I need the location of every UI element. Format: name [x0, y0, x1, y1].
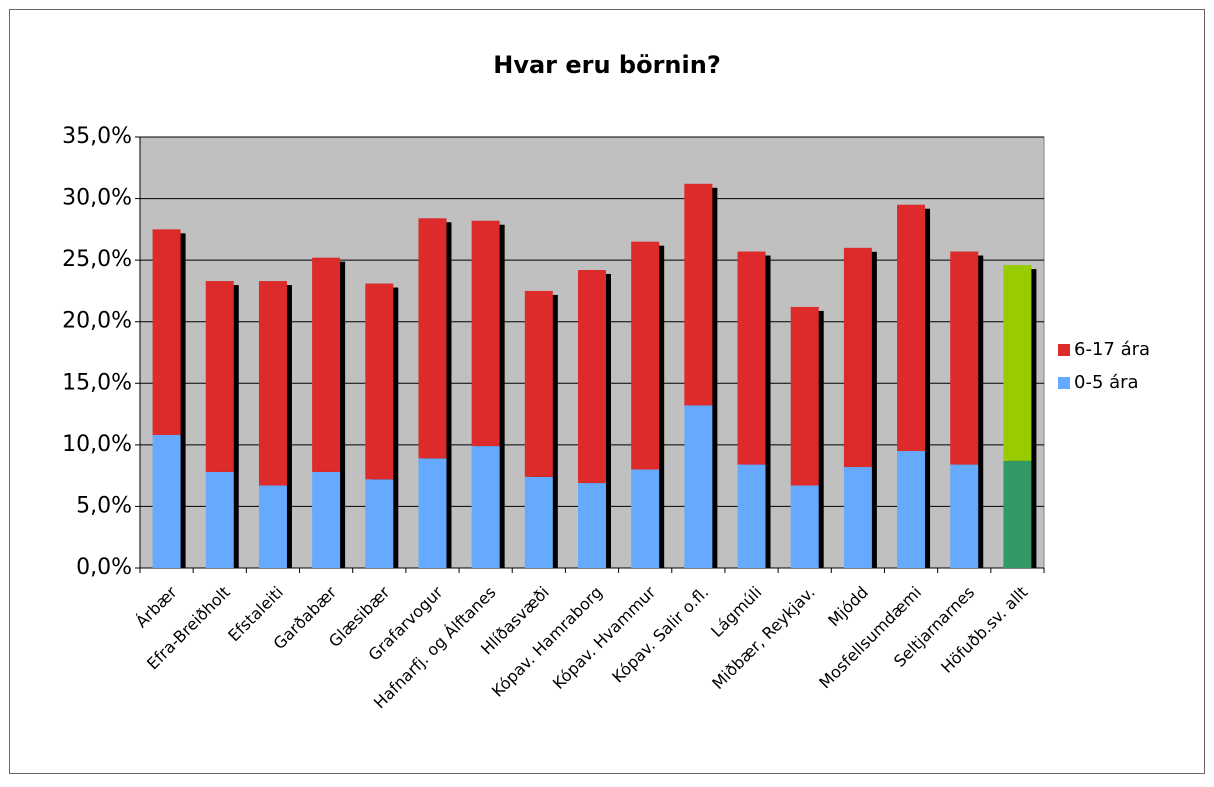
bar-segment [365, 283, 394, 480]
bar-segment [684, 183, 713, 406]
bar-segment [897, 451, 926, 568]
bar-segment [1003, 265, 1032, 461]
bar-segment [205, 281, 234, 472]
bar-segment [312, 471, 341, 568]
legend-swatch [1058, 344, 1070, 356]
bar-segment [737, 251, 766, 465]
bar-segment [152, 435, 181, 568]
bar-segment [684, 405, 713, 568]
bar-segment [418, 458, 447, 568]
legend-label: 6-17 ára [1074, 339, 1150, 360]
bar-segment [524, 476, 553, 568]
bar-segment [258, 281, 287, 486]
y-tick-label: 20,0% [62, 309, 132, 334]
y-tick-label: 0,0% [76, 555, 132, 580]
bar-segment [631, 241, 660, 470]
y-tick-label: 25,0% [62, 247, 132, 272]
bar-segment [312, 257, 341, 472]
y-tick-label: 10,0% [62, 432, 132, 457]
chart-title: Hvar eru börnin? [493, 51, 721, 79]
bar-segment [631, 469, 660, 568]
bar-segment [205, 471, 234, 568]
legend-label: 0-5 ára [1074, 372, 1139, 393]
bar-segment [471, 446, 500, 568]
bar-segment [790, 485, 819, 568]
bar-segment [950, 251, 979, 465]
bar-segment [258, 485, 287, 568]
y-tick-label: 35,0% [62, 124, 132, 149]
bar-segment [471, 220, 500, 447]
bar-segment [843, 467, 872, 568]
y-tick-label: 15,0% [62, 370, 132, 395]
bar-segment [524, 290, 553, 477]
legend-swatch [1058, 377, 1070, 389]
bar-segment [152, 229, 181, 436]
bar-segment [843, 247, 872, 468]
bar-segment [578, 269, 606, 484]
bar-segment [365, 479, 394, 568]
y-tick-label: 30,0% [62, 186, 132, 211]
bar-segment [950, 464, 979, 568]
bar-segment [578, 483, 606, 568]
bar-segment [1003, 460, 1032, 568]
y-tick-label: 5,0% [76, 493, 132, 518]
bar-segment [418, 218, 447, 459]
bar-segment [790, 306, 819, 486]
bar-segment [897, 204, 926, 452]
bar-segment [737, 464, 766, 568]
